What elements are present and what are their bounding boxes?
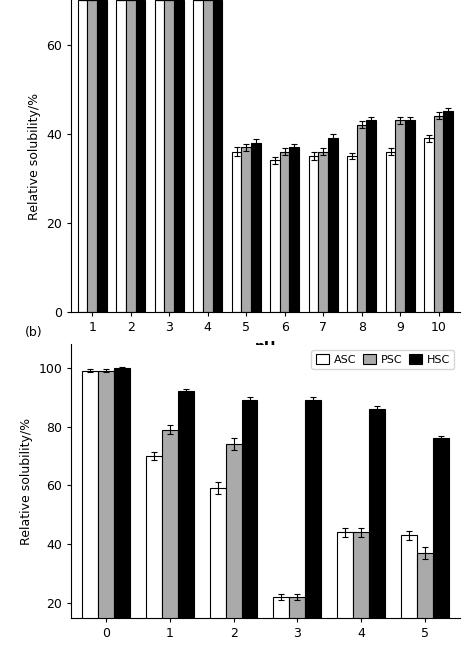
Bar xyxy=(212,0,222,312)
Bar xyxy=(328,138,337,312)
Bar xyxy=(146,456,162,650)
Bar xyxy=(193,0,203,312)
Bar xyxy=(164,0,174,312)
Bar xyxy=(251,142,261,312)
Bar xyxy=(232,151,241,312)
Bar xyxy=(309,156,319,312)
Bar xyxy=(97,0,107,312)
Bar xyxy=(203,0,212,312)
Bar xyxy=(357,125,366,312)
Text: (b): (b) xyxy=(25,326,42,339)
Bar xyxy=(434,116,443,312)
Bar xyxy=(88,0,97,312)
Bar xyxy=(395,120,405,312)
Bar xyxy=(401,536,417,650)
Bar xyxy=(417,553,433,650)
Bar xyxy=(82,371,98,650)
Bar xyxy=(347,156,357,312)
Bar xyxy=(241,147,251,312)
Bar xyxy=(386,151,395,312)
Bar xyxy=(433,439,448,650)
Bar xyxy=(78,0,88,312)
Bar xyxy=(178,391,194,650)
Bar xyxy=(174,0,183,312)
Bar xyxy=(136,0,145,312)
Bar xyxy=(98,371,114,650)
Bar xyxy=(289,597,305,650)
Bar xyxy=(366,120,376,312)
Bar xyxy=(290,147,299,312)
Bar xyxy=(126,0,136,312)
Bar xyxy=(162,430,178,650)
Y-axis label: Relative solubility/%: Relative solubility/% xyxy=(19,417,33,545)
Y-axis label: Relative solubility/%: Relative solubility/% xyxy=(27,92,41,220)
Bar xyxy=(114,368,130,650)
Bar xyxy=(305,400,321,650)
Bar xyxy=(210,488,226,650)
Bar xyxy=(226,445,242,650)
Bar xyxy=(443,111,453,312)
Bar xyxy=(353,532,369,650)
Bar xyxy=(369,409,385,650)
Bar xyxy=(242,400,257,650)
Bar xyxy=(273,597,289,650)
X-axis label: pH: pH xyxy=(255,339,276,354)
Bar xyxy=(270,161,280,312)
Bar xyxy=(155,0,164,312)
Bar xyxy=(319,151,328,312)
Bar xyxy=(337,532,353,650)
Bar xyxy=(424,138,434,312)
Bar xyxy=(116,0,126,312)
Legend: ASC, PSC, HSC: ASC, PSC, HSC xyxy=(311,350,454,369)
Bar xyxy=(405,120,415,312)
Bar xyxy=(280,151,290,312)
